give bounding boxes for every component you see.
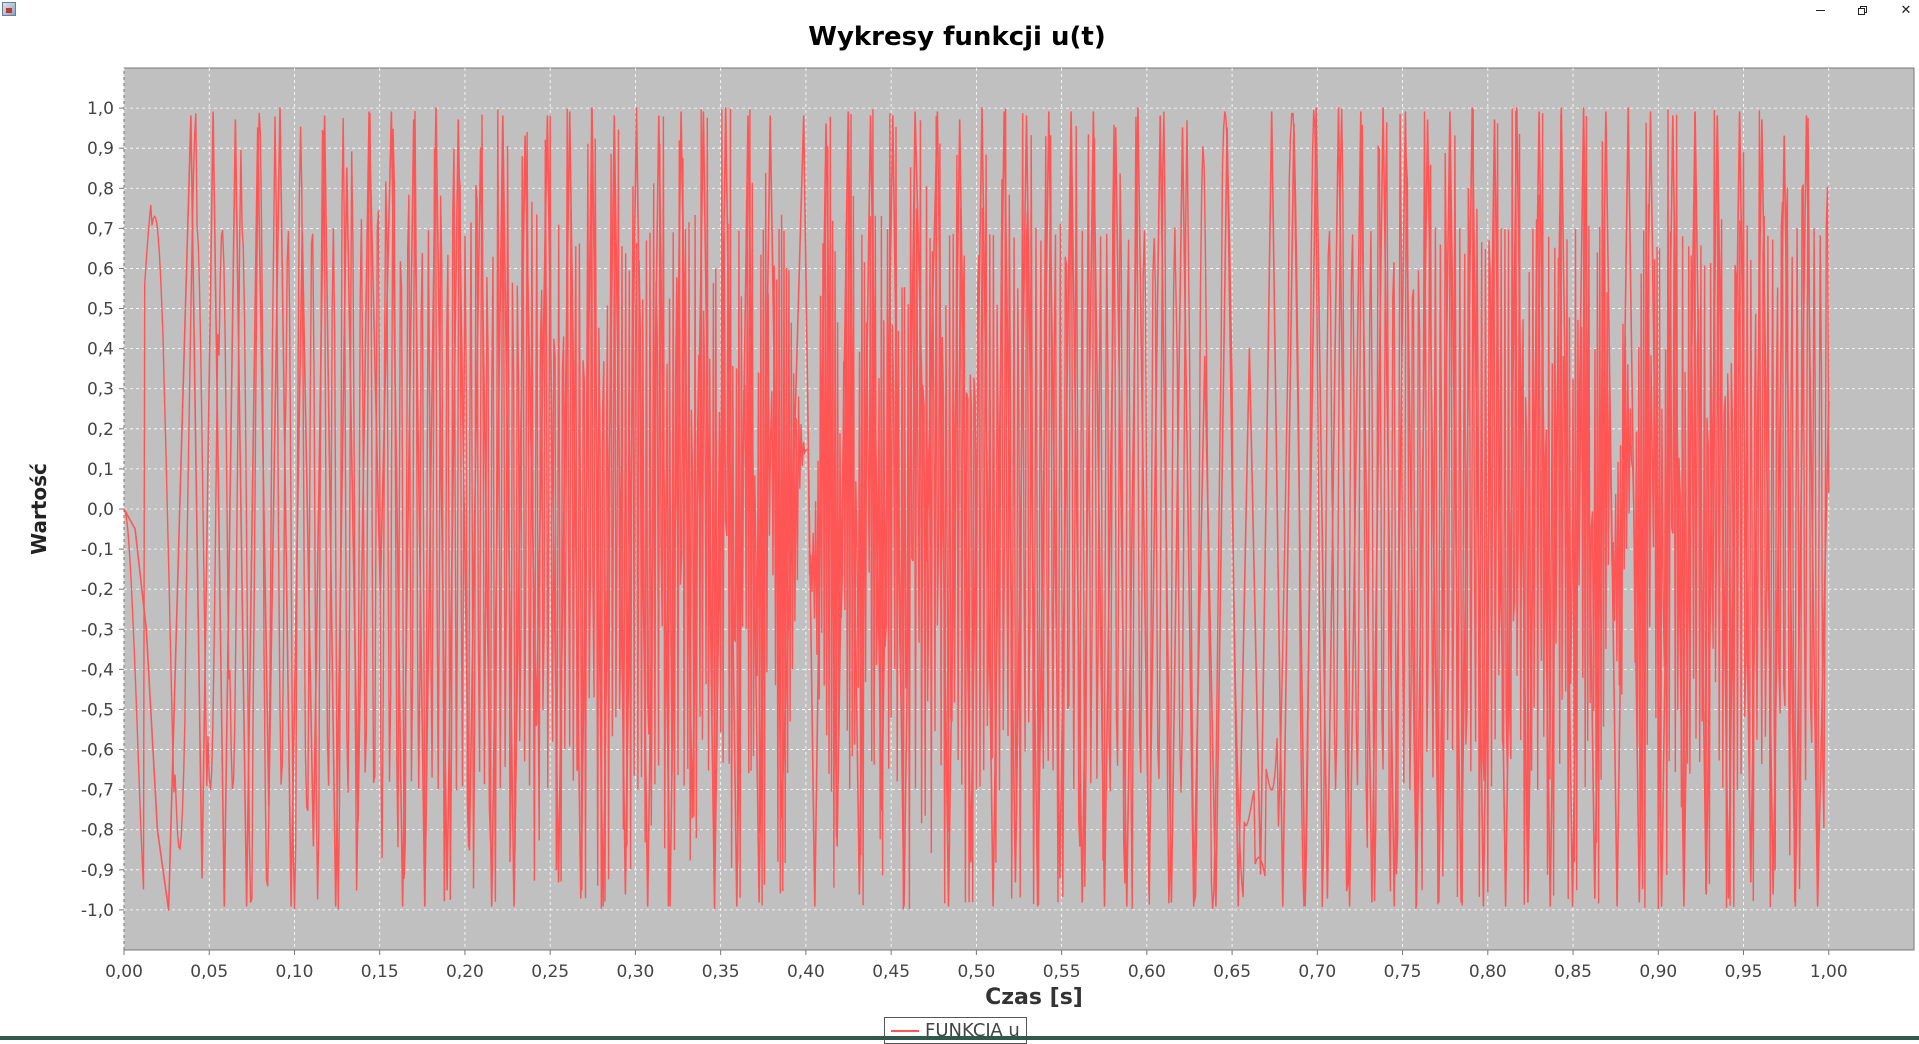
axes: 1,0 0,9 0,8 0,7 0,6 0,5 0,4 0,3 0,2 0,1 0,0 -0,1 -0,…	[81, 99, 1848, 982]
y-tick-label: -0,9	[81, 861, 114, 881]
x-tick-label: 0,10	[276, 962, 314, 982]
y-tick-label: 0,8	[87, 179, 114, 199]
y-tick-label: 0,4	[87, 340, 114, 360]
y-tick-label: -0,7	[81, 781, 114, 801]
x-tick-label: 0,65	[1213, 962, 1251, 982]
y-tick-label: 1,0	[87, 99, 114, 119]
restore-icon	[1857, 5, 1867, 15]
x-tick-label: 0,45	[872, 962, 910, 982]
x-tick-label: 0,80	[1469, 962, 1507, 982]
x-tick-label: 0,70	[1298, 962, 1336, 982]
x-tick-label: 0,95	[1725, 962, 1763, 982]
x-tick-label: 0,60	[1128, 962, 1166, 982]
chart-title: Wykresy funkcji u(t)	[808, 22, 1106, 52]
x-tick-label: 0,00	[105, 962, 143, 982]
x-tick-label: 0,75	[1384, 962, 1422, 982]
y-tick-label: 0,5	[87, 300, 114, 320]
y-tick-label: 0,0	[87, 500, 114, 520]
x-tick-label: 0,90	[1639, 962, 1677, 982]
x-tick-label: 0,40	[787, 962, 825, 982]
x-tick-label: 0,15	[361, 962, 399, 982]
y-tick-label: -0,1	[81, 540, 114, 560]
y-tick-label: -0,5	[81, 700, 114, 720]
x-tick-label: 0,30	[616, 962, 654, 982]
y-tick-label: 0,2	[87, 420, 114, 440]
legend-swatch	[891, 1029, 919, 1032]
java-app-icon	[2, 2, 16, 16]
taskbar-edge	[0, 1036, 1919, 1040]
x-tick-label: 0,05	[190, 962, 228, 982]
series-line-funkcja-u-detail	[123, 108, 1830, 910]
close-button[interactable]: ✕	[1886, 0, 1919, 20]
y-tick-label: 0,6	[87, 259, 114, 279]
window-titlebar: ✕	[0, 0, 1919, 22]
legend-label: FUNKCJA u	[925, 1020, 1020, 1041]
x-tick-label: 0,20	[446, 962, 484, 982]
y-tick-label: -1,0	[81, 901, 114, 921]
series-group	[123, 107, 1830, 911]
y-tick-label: -0,2	[81, 580, 114, 600]
minimize-icon	[1815, 9, 1825, 11]
y-axis-label: Wartość	[27, 463, 51, 555]
x-tick-label: 0,55	[1043, 962, 1081, 982]
restore-button[interactable]	[1842, 0, 1882, 20]
x-tick-label: 1,00	[1810, 962, 1848, 982]
x-tick-label: 0,50	[957, 962, 995, 982]
x-tick-label: 0,35	[702, 962, 740, 982]
y-tick-label: -0,6	[81, 741, 114, 761]
x-axis-label: Czas [s]	[985, 985, 1083, 1010]
close-icon: ✕	[1900, 2, 1912, 18]
y-tick-label: 0,1	[87, 460, 114, 480]
y-tick-label: -0,3	[81, 620, 114, 640]
x-tick-label: 0,85	[1554, 962, 1592, 982]
y-tick-label: 0,9	[87, 139, 114, 159]
y-tick-label: 0,3	[87, 380, 114, 400]
minimize-button[interactable]	[1800, 0, 1840, 20]
x-tick-label: 0,25	[531, 962, 569, 982]
y-tick-label: -0,8	[81, 821, 114, 841]
y-tick-label: -0,4	[81, 660, 114, 680]
y-tick-label: 0,7	[87, 219, 114, 239]
